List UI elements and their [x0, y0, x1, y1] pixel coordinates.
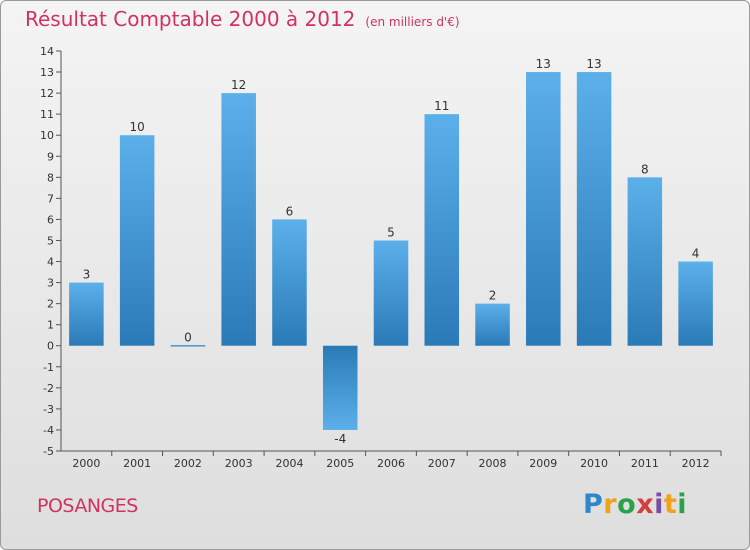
chart-bars: 3 10 0 12 6 -4 5 11 2 13 13 8 4	[69, 57, 713, 446]
bar-value-label: 5	[387, 225, 395, 239]
bar-value-label: -4	[334, 432, 346, 446]
x-tick-label: 2004	[275, 457, 303, 470]
y-tick-label: 14	[40, 45, 54, 58]
bar	[475, 303, 510, 346]
x-tick-label: 2002	[174, 457, 202, 470]
bar	[576, 72, 612, 346]
x-tick-label: 2008	[479, 457, 507, 470]
y-tick-label: 9	[47, 150, 54, 163]
bar-value-label: 2	[489, 289, 497, 303]
x-tick-label: 2009	[529, 457, 557, 470]
y-tick-label: -1	[43, 361, 54, 374]
bar	[678, 261, 713, 346]
bar-value-label: 13	[536, 57, 551, 71]
bar	[424, 114, 460, 346]
y-tick-label: 12	[40, 87, 54, 100]
y-tick-label: 4	[47, 256, 54, 269]
chart-subtitle: (en milliers d'€)	[365, 15, 460, 29]
bar	[69, 282, 104, 346]
y-tick-label: 6	[47, 213, 54, 226]
y-tick-label: 11	[40, 108, 54, 121]
x-tick-label: 2001	[123, 457, 151, 470]
logo-letter: r	[603, 489, 618, 520]
bar	[170, 344, 206, 347]
y-tick-label: 10	[40, 129, 54, 142]
y-tick-label: 2	[47, 298, 54, 311]
x-tick-label: 2006	[377, 457, 405, 470]
bar	[627, 177, 663, 346]
y-tick-label: 8	[47, 171, 54, 184]
proxiti-logo[interactable]: Proxiti	[583, 489, 687, 520]
logo-letter: o	[617, 489, 637, 520]
y-tick-label: -4	[43, 424, 54, 437]
y-tick-label: 1	[47, 319, 54, 332]
bar	[526, 72, 561, 346]
bar-value-label: 8	[641, 162, 649, 176]
x-tick-label: 2012	[682, 457, 710, 470]
bar-value-label: 10	[130, 120, 145, 134]
logo-letter: i	[654, 489, 664, 520]
y-tick-label: -2	[43, 382, 54, 395]
x-tick-label: 2010	[580, 457, 608, 470]
y-tick-label: 7	[47, 192, 54, 205]
bar-value-label: 12	[231, 78, 246, 92]
bar	[272, 219, 307, 346]
y-tick-label: 5	[47, 234, 54, 247]
chart-title: Résultat Comptable 2000 à 2012 (en millie…	[25, 7, 460, 31]
y-tick-label: 13	[40, 66, 54, 79]
bar-value-label: 4	[692, 247, 700, 261]
y-tick-label: 3	[47, 277, 54, 290]
bar	[221, 93, 256, 346]
logo-letter: x	[636, 489, 655, 520]
x-tick-label: 2011	[631, 457, 659, 470]
bar-value-label: 11	[434, 99, 449, 113]
x-tick-label: 2007	[428, 457, 456, 470]
town-name: POSANGES	[37, 495, 138, 517]
y-tick-label: 0	[47, 340, 54, 353]
bar-value-label: 0	[184, 331, 192, 345]
bar-value-label: 6	[286, 204, 294, 218]
bar-value-label: 13	[586, 57, 601, 71]
x-tick-label: 2005	[326, 457, 354, 470]
bar	[119, 135, 155, 346]
chart-title-text: Résultat Comptable 2000 à 2012	[25, 7, 356, 31]
y-tick-label: -5	[43, 445, 54, 458]
logo-letter: P	[583, 489, 604, 520]
x-tick-label: 2003	[225, 457, 253, 470]
logo-letter: i	[677, 489, 688, 520]
logo-letter: t	[663, 489, 678, 520]
bar-value-label: 3	[83, 268, 91, 282]
y-tick-label: -3	[43, 403, 54, 416]
bar	[373, 240, 409, 346]
bar	[322, 345, 358, 430]
x-tick-label: 2000	[72, 457, 100, 470]
